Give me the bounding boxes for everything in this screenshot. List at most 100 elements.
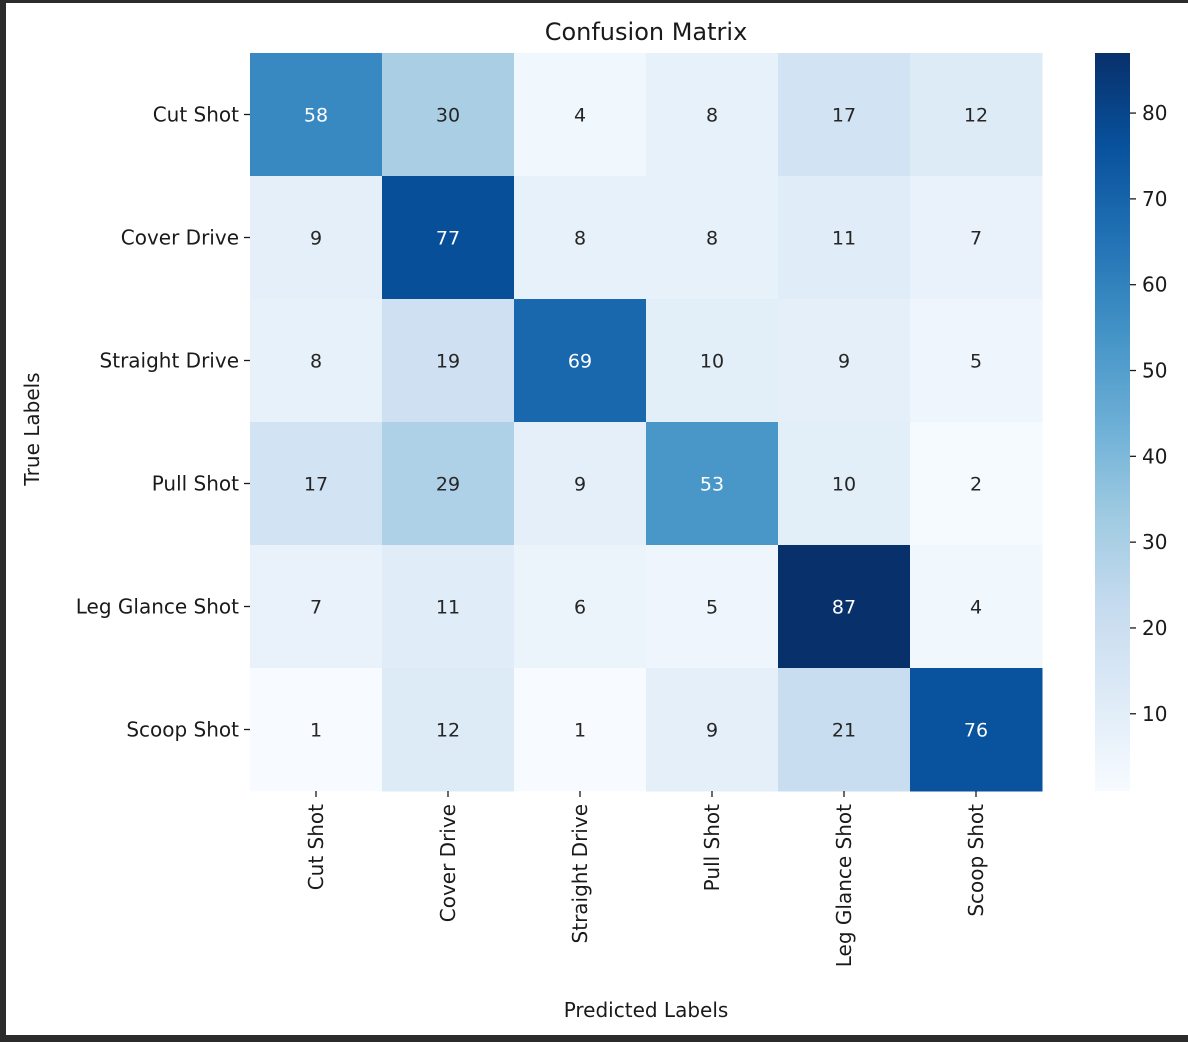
cell-value-label: 8 (574, 228, 586, 250)
colorbar-tick-label: 10 (1142, 702, 1167, 726)
x-tick-label: Leg Glance Shot (832, 804, 856, 967)
heatmap-cell (646, 53, 779, 177)
x-axis-ticks: Cut Shot Cover Drive Straight Drive Pull Sh… (304, 791, 988, 967)
colorbar-tick-label: 60 (1142, 273, 1167, 297)
heatmap-cell (382, 545, 515, 669)
y-tick-label: Cut Shot (153, 103, 239, 127)
heatmap-cell (910, 422, 1043, 546)
figure-frame: Confusion Matrix 58 30 4 8 17 12 9 77 8 8 11 7 8 19 69… (6, 3, 1188, 1035)
colorbar-tick-label: 30 (1142, 530, 1167, 554)
cell-value-label: 4 (574, 105, 586, 127)
cell-value-label: 8 (706, 105, 718, 127)
x-tick-label: Scoop Shot (964, 804, 988, 917)
cell-value-label: 29 (436, 474, 460, 496)
y-tick-label: Scoop Shot (126, 718, 239, 742)
colorbar-ticks: 10 20 30 40 50 60 70 80 (1130, 101, 1167, 726)
heatmap-cell (382, 299, 515, 423)
cell-value-label: 10 (832, 474, 856, 496)
y-tick-label: Straight Drive (100, 349, 239, 373)
heatmap-cell (382, 668, 515, 792)
heatmap-cells: 58 30 4 8 17 129 77 8 8 11 78 19 69 10 9 517 29 9 53 10 27 11… (250, 53, 1043, 792)
heatmap-cell (778, 53, 911, 177)
cell-value-label: 7 (310, 597, 322, 619)
heatmap-cell (250, 53, 383, 177)
cell-value-label: 87 (832, 597, 856, 619)
cell-value-label: 9 (838, 351, 850, 373)
cell-value-label: 53 (700, 474, 724, 496)
heatmap-cell (382, 53, 515, 177)
cell-value-label: 4 (970, 597, 982, 619)
cell-value-label: 17 (304, 474, 328, 496)
heatmap-cell (382, 422, 515, 546)
cell-value-label: 58 (304, 105, 328, 127)
cell-value-label: 2 (970, 474, 982, 496)
cell-value-label: 76 (964, 720, 988, 742)
heatmap-cell (910, 53, 1043, 177)
heatmap-cell (910, 668, 1043, 792)
cell-value-label: 1 (310, 720, 322, 742)
cell-value-label: 12 (964, 105, 988, 127)
heatmap-cell (778, 545, 911, 669)
colorbar-tick-label: 40 (1142, 444, 1167, 468)
heatmap-cell (646, 545, 779, 669)
y-axis-label: True Labels (20, 372, 44, 486)
cell-value-label: 7 (970, 228, 982, 250)
chart-title: Confusion Matrix (545, 18, 748, 46)
cell-value-label: 9 (706, 720, 718, 742)
heatmap-cell (514, 668, 647, 792)
heatmap-cell (646, 176, 779, 300)
x-tick-label: Pull Shot (700, 804, 724, 891)
cell-value-label: 8 (310, 351, 322, 373)
y-axis-ticks: Cut Shot Cover Drive Straight Drive Pull Sh… (76, 103, 250, 742)
colorbar-tick-label: 70 (1142, 187, 1167, 211)
cell-value-label: 19 (436, 351, 460, 373)
heatmap-cell (250, 668, 383, 792)
heatmap-cell (382, 176, 515, 300)
x-tick-label: Cover Drive (436, 804, 460, 922)
heatmap-cell (646, 299, 779, 423)
heatmap-cell (646, 668, 779, 792)
x-tick-label: Cut Shot (304, 804, 328, 890)
heatmap-cell (778, 299, 911, 423)
heatmap-cell (514, 176, 647, 300)
heatmap-cell (910, 176, 1043, 300)
colorbar-tick-label: 80 (1142, 101, 1167, 125)
heatmap-cell (514, 545, 647, 669)
cell-value-label: 5 (706, 597, 718, 619)
heatmap-cell (778, 422, 911, 546)
y-tick-label: Leg Glance Shot (76, 595, 239, 619)
cell-value-label: 11 (436, 597, 460, 619)
cell-value-label: 69 (568, 351, 592, 373)
colorbar (1095, 53, 1130, 791)
heatmap-cell (910, 299, 1043, 423)
colorbar-tick-label: 20 (1142, 616, 1167, 640)
cell-value-label: 10 (700, 351, 724, 373)
heatmap-cell (250, 545, 383, 669)
heatmap-cell (646, 422, 779, 546)
cell-value-label: 9 (574, 474, 586, 496)
y-tick-label: Cover Drive (121, 226, 239, 250)
confusion-matrix-chart: Confusion Matrix 58 30 4 8 17 129 77 8 8 11 78 19 69… (20, 18, 1167, 1022)
cell-value-label: 1 (574, 720, 586, 742)
cell-value-label: 30 (436, 105, 460, 127)
heatmap-cell (250, 422, 383, 546)
heatmap-cell (250, 176, 383, 300)
colorbar-tick-label: 50 (1142, 359, 1167, 383)
y-tick-label: Pull Shot (152, 472, 239, 496)
cell-value-label: 6 (574, 597, 586, 619)
cell-value-label: 9 (310, 228, 322, 250)
heatmap-cell (778, 668, 911, 792)
heatmap-cell (910, 545, 1043, 669)
heatmap-cell (514, 299, 647, 423)
heatmap-cell (250, 299, 383, 423)
cell-value-label: 8 (706, 228, 718, 250)
cell-value-label: 21 (832, 720, 856, 742)
cell-value-label: 77 (436, 228, 460, 250)
cell-value-label: 12 (436, 720, 460, 742)
cell-value-label: 5 (970, 351, 982, 373)
x-axis-label: Predicted Labels (564, 998, 729, 1022)
cell-value-label: 11 (832, 228, 856, 250)
cell-value-label: 17 (832, 105, 856, 127)
heatmap-cell (514, 422, 647, 546)
heatmap-cell (514, 53, 647, 177)
